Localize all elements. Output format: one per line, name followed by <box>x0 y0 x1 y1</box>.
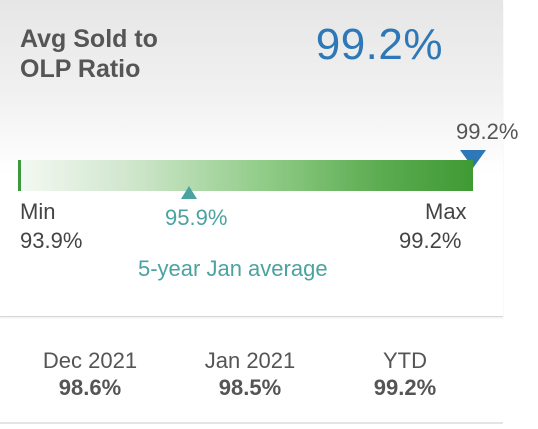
average-marker-icon <box>181 186 197 199</box>
metric-title-line2: OLP Ratio <box>20 55 141 83</box>
metric-title-line1: Avg Sold to <box>20 25 158 53</box>
range-bar <box>18 160 473 191</box>
comparison-label: Jan 2021 <box>204 348 296 373</box>
comparison-label: YTD <box>383 348 427 373</box>
comparison-jan-2021: Jan 2021 98.5% <box>180 348 320 402</box>
marker-value: 99.2% <box>456 119 519 144</box>
comparison-value: 99.2% <box>373 375 437 400</box>
average-value: 95.9% <box>165 205 228 230</box>
comparison-dec-2021: Dec 2021 98.6% <box>20 348 160 402</box>
max-label: Max <box>425 199 467 224</box>
comparison-label: Dec 2021 <box>42 348 138 373</box>
min-label: Min <box>20 199 56 224</box>
metric-title: Avg Sold to OLP Ratio <box>20 24 240 84</box>
metric-panel: Avg Sold to OLP Ratio 99.2% 99.2% 95.9% … <box>0 0 518 317</box>
max-value: 99.2% <box>399 228 462 253</box>
range-bar-start <box>18 160 21 191</box>
min-value: 93.9% <box>20 228 83 253</box>
current-value: 99.2% <box>315 20 443 69</box>
comparison-value: 98.5% <box>218 375 282 400</box>
comparison-row: Dec 2021 98.6% Jan 2021 98.5% YTD 99.2% <box>0 348 503 408</box>
comparison-ytd: YTD 99.2% <box>355 348 455 402</box>
average-caption: 5-year Jan average <box>138 256 328 281</box>
comparison-value: 98.6% <box>58 375 122 400</box>
divider <box>0 422 503 424</box>
